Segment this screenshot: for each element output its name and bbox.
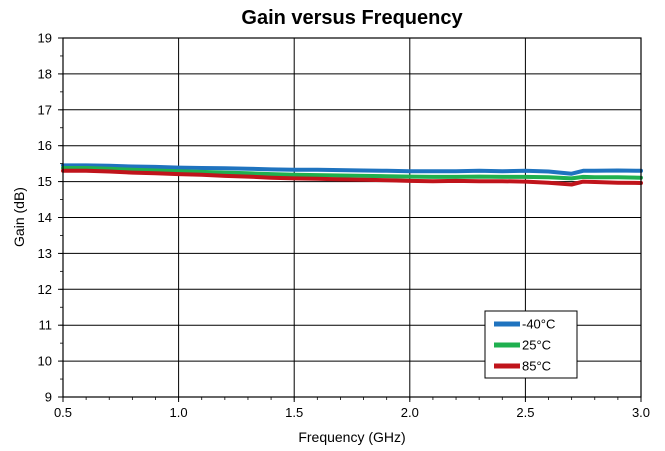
y-axis-ticks: 9 10 11 12 13 14 15 16 17 18 19 [38,31,63,405]
y-tick-label: 10 [38,354,52,369]
legend: -40°C 25°C 85°C [484,310,578,379]
y-tick-label: 13 [38,246,52,261]
chart-title: Gain versus Frequency [241,7,463,29]
series-line-2 [61,168,643,187]
x-tick-label: 1.5 [285,405,303,420]
y-tick-label: 12 [38,282,52,297]
x-axis-label: Frequency (GHz) [298,429,405,445]
x-tick-label: 1.0 [170,405,188,420]
x-tick-label: 3.0 [632,405,650,420]
y-tick-label: 15 [38,174,52,189]
x-tick-label: 2.5 [516,405,534,420]
y-tick-label: 19 [38,31,52,46]
x-tick-label: 0.5 [54,405,72,420]
legend-label-0: -40°C [522,317,555,332]
y-tick-label: 18 [38,66,52,81]
y-tick-label: 9 [45,390,52,405]
legend-label-2: 85°C [522,359,551,374]
series-line-1 [61,166,643,181]
x-axis-ticks: 0.5 1.0 1.5 2.0 2.5 3.0 [54,397,650,420]
y-tick-label: 11 [39,318,53,333]
y-tick-label: 16 [38,138,52,153]
series-lines [61,163,643,187]
series-line-0 [61,163,643,176]
y-axis-label: Gain (dB) [11,187,27,247]
legend-label-1: 25°C [522,338,551,353]
x-tick-label: 2.0 [401,405,419,420]
y-tick-label: 14 [38,210,52,225]
y-tick-label: 17 [38,102,52,117]
